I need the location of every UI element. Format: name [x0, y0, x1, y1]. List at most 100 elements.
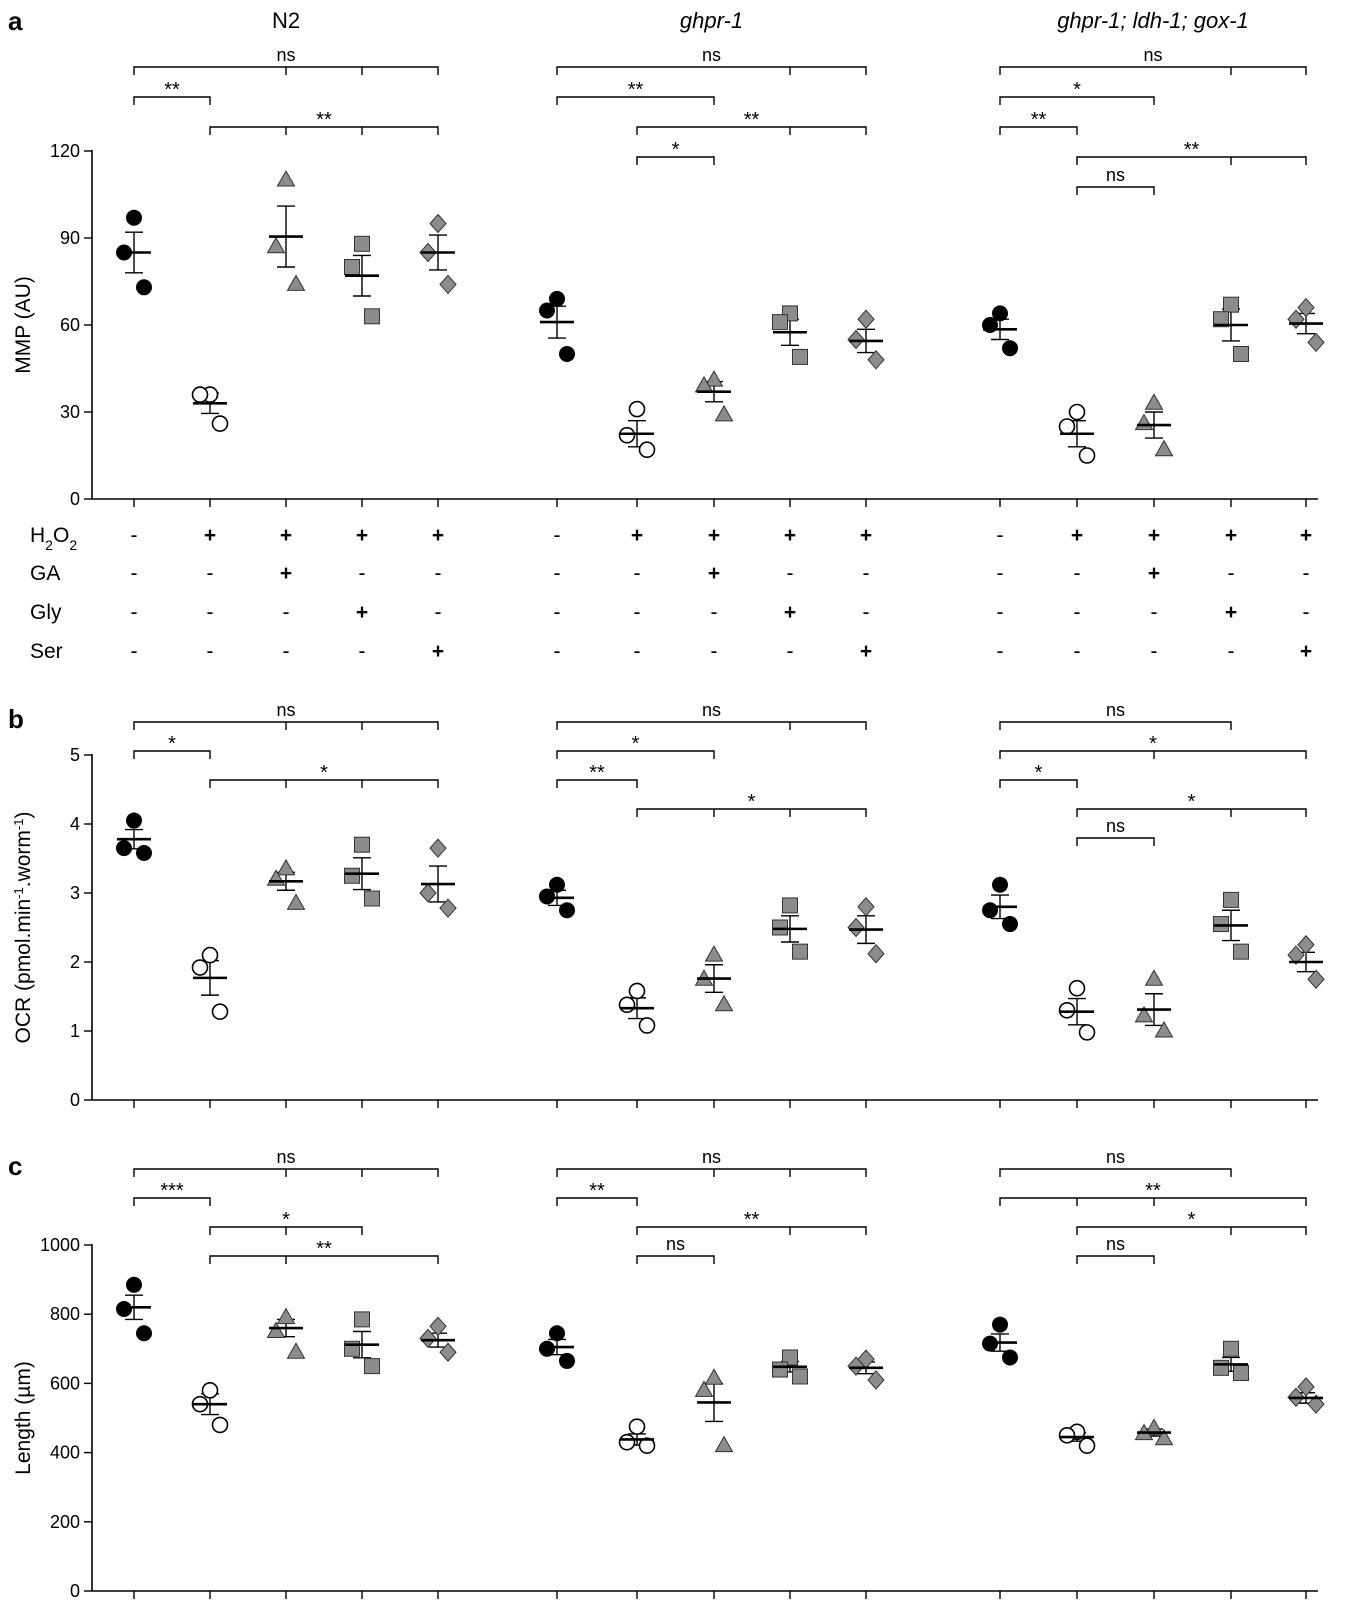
treatment-value: +	[708, 524, 720, 547]
significance-label: ns	[1106, 700, 1125, 720]
significance-bracket	[1076, 1255, 1155, 1264]
significance-bracket	[636, 1226, 867, 1235]
significance-label: ns	[1106, 1234, 1125, 1254]
data-point-square	[772, 1361, 788, 1378]
superscript: -1	[11, 819, 26, 831]
data-point-open-circle	[618, 996, 636, 1014]
data-point-square	[782, 897, 798, 914]
significance-bracket	[556, 1168, 867, 1177]
treatment-value: +	[784, 601, 796, 624]
data-point-open-circle	[1078, 447, 1096, 464]
data-point-diamond	[847, 329, 865, 350]
treatment-value: -	[711, 601, 718, 624]
treatment-value: -	[554, 601, 561, 624]
treatment-value: +	[860, 524, 872, 547]
treatment-label: Gly	[30, 601, 62, 624]
treatment-value: -	[997, 601, 1004, 624]
treatment-value: -	[1074, 640, 1081, 663]
treatment-value: -	[207, 640, 214, 663]
data-point-triangle	[714, 994, 734, 1012]
treatment-value: -	[634, 640, 641, 663]
treatment-value: -	[359, 562, 366, 585]
treatment-label: GA	[30, 562, 60, 585]
data-point-diamond	[867, 1370, 885, 1390]
data-point-filled-circle	[539, 1340, 555, 1357]
treatment-value: -	[863, 601, 870, 624]
significance-label: **	[744, 109, 760, 131]
y-tick-label: 400	[50, 1443, 80, 1463]
significance-label: *	[1149, 733, 1157, 755]
data-point-square	[1213, 311, 1229, 328]
data-point-square	[792, 348, 808, 365]
significance-bracket	[999, 1168, 1232, 1177]
group-title: ghpr-1; ldh-1; gox-1	[1057, 8, 1249, 33]
data-point-triangle	[1144, 1418, 1164, 1435]
treatment-value: -	[131, 640, 138, 663]
treatment-value: -	[554, 640, 561, 663]
panel-a: a N2 ghpr-1 ghpr-1; ldh-1; gox-1 0 30 60 90 120 M…	[8, 6, 1325, 663]
panel-letter: c	[8, 1151, 22, 1181]
significance-label: ns	[276, 45, 295, 65]
data-point-triangle	[1144, 969, 1164, 986]
treatment-value: +	[432, 524, 444, 547]
significance-label: ns	[1106, 816, 1125, 836]
label-part: .worm	[12, 830, 35, 887]
treatment-value: -	[283, 640, 290, 663]
data-point-filled-circle	[982, 902, 998, 919]
data-point-open-circle	[1068, 979, 1086, 997]
significance-label: **	[1184, 139, 1200, 161]
panel-letter: a	[8, 6, 23, 36]
y-tick-label: 90	[60, 228, 80, 248]
data-point-open-circle	[211, 415, 229, 432]
significance-label: *	[748, 791, 756, 813]
treatment-value: +	[280, 524, 292, 547]
treatment-value: +	[1071, 524, 1083, 547]
data-point-open-circle	[628, 982, 646, 1000]
treatment-value: -	[207, 562, 214, 585]
data-point-triangle	[266, 1321, 286, 1338]
data-point-filled-circle	[136, 279, 152, 296]
data-point-diamond	[429, 838, 447, 858]
y-tick-label: 0	[70, 1090, 80, 1110]
significance-label: **	[628, 79, 644, 101]
data-point-filled-circle	[126, 209, 142, 226]
treatment-value: -	[131, 562, 138, 585]
significance-label: ns	[1106, 165, 1125, 185]
y-axis-label: Length (µm)	[12, 1361, 35, 1475]
data-point-triangle	[704, 370, 724, 387]
data-point-square	[1223, 296, 1239, 313]
data-point-diamond	[867, 350, 885, 370]
data-point-square	[1233, 346, 1249, 362]
group-title: N2	[272, 8, 300, 33]
significance-label: *	[1188, 1209, 1196, 1231]
subscript: 2	[45, 537, 53, 553]
significance-bracket	[556, 96, 715, 105]
treatment-value: -	[1074, 601, 1081, 624]
treatment-value: -	[207, 601, 214, 624]
data-point-triangle	[704, 1368, 724, 1385]
treatment-value: +	[1300, 524, 1312, 547]
data-point-triangle	[704, 945, 724, 962]
data-point-open-circle	[628, 1418, 646, 1435]
data-point-triangle	[276, 169, 296, 187]
treatment-value: +	[432, 640, 444, 663]
data-point-square	[1233, 1365, 1249, 1382]
significance-bracket	[209, 126, 439, 135]
data-point-square	[364, 1358, 380, 1375]
significance-label: ns	[702, 45, 721, 65]
data-point-diamond	[439, 274, 457, 295]
y-tick-label: 800	[50, 1304, 80, 1324]
treatment-value: +	[204, 524, 216, 547]
data-point-open-circle	[618, 426, 636, 444]
data-point-filled-circle	[992, 876, 1008, 893]
data-point-open-circle	[1058, 1001, 1076, 1019]
data-point-square	[354, 836, 370, 853]
data-point-square	[344, 867, 360, 884]
treatment-label: H2O2	[30, 524, 77, 553]
treatment-value: -	[1151, 601, 1158, 624]
data-point-square	[1213, 916, 1229, 933]
treatment-value: -	[131, 601, 138, 624]
significance-bracket	[133, 96, 211, 105]
significance-bracket	[556, 66, 867, 75]
